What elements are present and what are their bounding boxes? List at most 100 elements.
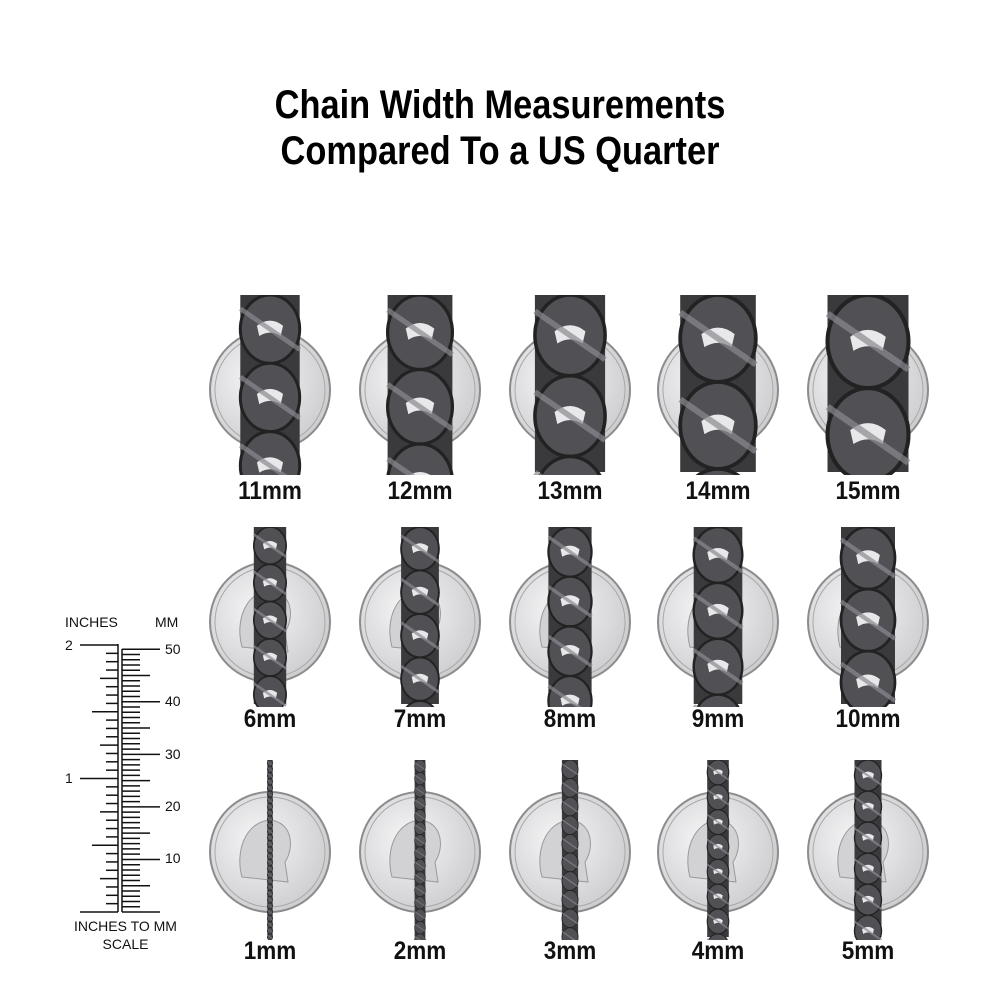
link-highlight — [561, 837, 579, 850]
chain-link — [547, 674, 593, 707]
inches-label: INCHES — [65, 614, 118, 630]
link-highlight — [267, 916, 273, 921]
link-highlight — [414, 799, 426, 808]
chain-link — [538, 454, 602, 475]
chain-link — [405, 699, 435, 707]
chain-width-label: 15mm — [835, 477, 901, 505]
link-highlight — [414, 811, 426, 820]
link-highlight — [561, 912, 579, 925]
link-highlight — [400, 664, 440, 694]
link-highlight — [561, 763, 579, 776]
chain-on-quarter-image — [657, 295, 779, 475]
link-highlight — [706, 863, 730, 880]
chain-on-quarter-image — [807, 295, 929, 475]
link-highlight — [267, 885, 273, 890]
link-highlight — [253, 682, 287, 707]
chain-width-label: 6mm — [243, 705, 297, 733]
chain-width-label: 5mm — [841, 937, 895, 965]
link-highlight — [267, 760, 273, 766]
link-highlight — [400, 534, 440, 564]
link-highlight — [853, 796, 883, 817]
link-highlight — [414, 911, 426, 920]
mm-tick-40: 40 — [165, 693, 181, 709]
link-highlight — [839, 599, 897, 641]
link-highlight — [839, 537, 897, 579]
link-highlight — [825, 404, 911, 466]
chain-on-quarter-image — [509, 760, 631, 940]
chain-link — [238, 430, 302, 475]
chain-on-quarter-image — [359, 760, 481, 940]
link-highlight — [533, 308, 607, 362]
link-highlight — [706, 888, 730, 905]
mm-tick-50: 50 — [165, 641, 181, 657]
link-highlight — [267, 841, 273, 846]
link-highlight — [853, 858, 883, 879]
link-highlight — [414, 873, 426, 883]
chain — [561, 760, 579, 940]
chain — [400, 527, 440, 707]
link-highlight — [238, 306, 302, 352]
link-highlight — [414, 861, 426, 870]
chain-link — [695, 467, 741, 475]
link-highlight — [414, 923, 426, 932]
inch-tick-2: 2 — [65, 637, 73, 653]
chain — [853, 760, 883, 940]
link-highlight — [561, 819, 579, 832]
link-highlight — [267, 847, 273, 853]
scale-caption-line-2: SCALE — [102, 936, 149, 952]
link-highlight — [386, 456, 416, 475]
link-highlight — [414, 762, 426, 771]
link-highlight — [853, 920, 883, 940]
link-highlight — [547, 535, 593, 569]
link-highlight — [267, 922, 273, 927]
link-highlight — [692, 536, 744, 574]
chain — [533, 295, 607, 475]
chain-width-label: 13mm — [537, 477, 603, 505]
title-line-1: Chain Width Measurements — [274, 83, 726, 127]
link-highlight — [414, 886, 426, 895]
link-highlight — [400, 621, 440, 650]
link-highlight — [706, 813, 730, 831]
chain — [238, 295, 302, 475]
chain-on-quarter-image — [209, 295, 331, 475]
chain-width-label: 8mm — [543, 705, 597, 733]
chain-on-quarter-image — [807, 760, 929, 940]
mm-tick-20: 20 — [165, 798, 181, 814]
chain-link — [561, 927, 579, 940]
link-highlight — [414, 774, 426, 783]
chain-width-label: 9mm — [691, 705, 745, 733]
link-highlight — [267, 804, 273, 809]
link-highlight — [561, 874, 579, 888]
chain-link — [708, 933, 728, 940]
link-gap — [409, 471, 431, 475]
link-highlight — [414, 836, 426, 845]
link-highlight — [386, 382, 454, 432]
link-highlight — [853, 827, 883, 848]
link-highlight — [267, 773, 273, 778]
link-highlight — [267, 872, 273, 877]
link-highlight — [267, 903, 273, 909]
link-highlight — [561, 893, 579, 906]
link-highlight — [238, 443, 288, 475]
link-highlight — [414, 898, 426, 907]
link-highlight — [825, 310, 911, 373]
link-highlight — [706, 838, 730, 856]
chain-on-quarter-image — [509, 295, 631, 475]
chain-on-quarter-image — [807, 527, 929, 707]
link-highlight — [267, 860, 273, 865]
scale-caption-line-1: INCHES TO MM — [74, 918, 177, 934]
chain-on-quarter-image — [657, 760, 779, 940]
link-highlight — [267, 866, 273, 871]
chain — [706, 760, 730, 940]
link-highlight — [267, 767, 273, 772]
link-highlight — [267, 810, 273, 815]
link-highlight — [253, 570, 287, 596]
page-title: Chain Width Measurements Compared To a U… — [70, 82, 930, 174]
chain-on-quarter-image — [657, 527, 779, 707]
link-highlight — [386, 307, 454, 357]
mm-label: MM — [155, 614, 179, 630]
chain-on-quarter-image — [509, 527, 631, 707]
chain-on-quarter-image — [359, 527, 481, 707]
link-highlight — [547, 585, 593, 618]
link-highlight — [267, 928, 273, 933]
